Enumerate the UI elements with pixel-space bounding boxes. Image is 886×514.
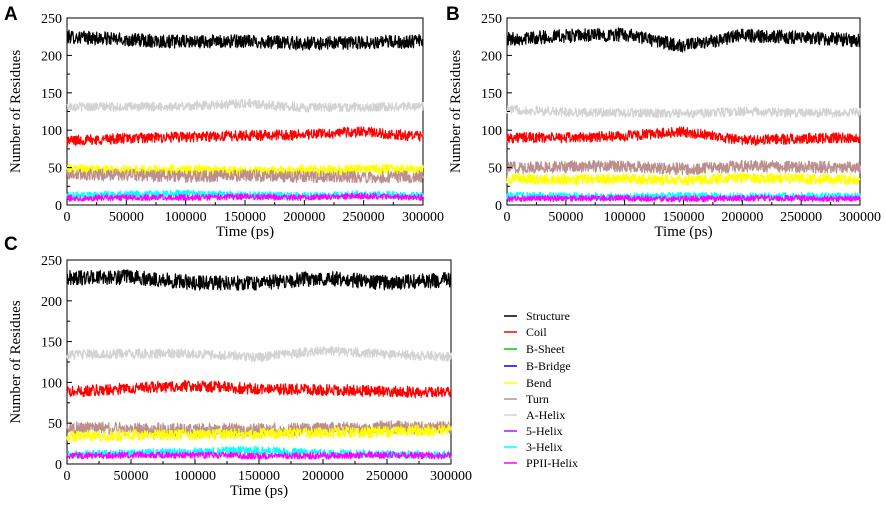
- x-tick-label-a: 250000: [343, 210, 385, 225]
- series-3-helix-c: [66, 445, 452, 460]
- legend-label-b-bridge: B-Bridge: [526, 359, 571, 373]
- x-tick-label-b: 50000: [548, 210, 583, 225]
- legend-item-5-helix: 5-Helix: [504, 424, 563, 438]
- panel-label-b: B: [446, 4, 460, 25]
- x-tick-label-b: 150000: [663, 210, 705, 225]
- x-axis-title-c: Time (ps): [230, 483, 288, 499]
- series-turn-b: [506, 159, 861, 176]
- series-turn-c: [66, 420, 452, 437]
- series-ppii-helix-c: [66, 451, 452, 460]
- legend-item-b-bridge: B-Bridge: [504, 359, 571, 373]
- legend-label-coil: Coil: [526, 325, 547, 339]
- series-a-helix-b: [506, 104, 861, 119]
- y-tick-label-b: 150: [481, 87, 502, 102]
- y-tick-label-a: 200: [41, 49, 62, 64]
- legend-item-structure: Structure: [504, 309, 570, 323]
- series-turn-a: [66, 168, 424, 184]
- series-coil-a: [66, 126, 424, 146]
- y-tick-label-c: 200: [41, 295, 62, 310]
- y-tick-label-b: 100: [481, 124, 502, 139]
- x-tick-label-a: 300000: [402, 210, 444, 225]
- x-tick-label-a: 100000: [165, 210, 207, 225]
- legend-item-a-helix: A-Helix: [504, 408, 565, 422]
- panel-label-a: A: [4, 4, 18, 25]
- legend-item-3-helix: 3-Helix: [504, 440, 563, 454]
- x-axis-title-a: Time (ps): [216, 224, 274, 240]
- x-tick-label-c: 0: [64, 469, 71, 484]
- legend-item-b-sheet: B-Sheet: [504, 342, 565, 356]
- legend-label-a-helix: A-Helix: [526, 408, 565, 422]
- legend: Structure Coil B-Sheet B-Bridge Bend Tur…: [504, 309, 578, 470]
- legend-label-turn: Turn: [526, 392, 549, 406]
- series-coil-b: [506, 126, 861, 146]
- x-tick-label-a: 150000: [224, 210, 266, 225]
- x-axis-title-b: Time (ps): [654, 224, 712, 240]
- legend-label-ppii-helix: PPII-Helix: [526, 456, 578, 470]
- panel-c: C 0 50 100 150 200 250 0 50000 100000 150000 200000…: [4, 234, 472, 499]
- legend-label-5-helix: 5-Helix: [526, 424, 563, 438]
- panel-label-c: C: [4, 234, 18, 255]
- series-bend-c: [66, 423, 452, 443]
- x-tick-label-c: 300000: [430, 469, 472, 484]
- series-bend-b: [506, 172, 861, 186]
- y-axis-title-a: Number of Residues: [8, 50, 24, 173]
- legend-item-coil: Coil: [504, 325, 547, 339]
- legend-label-b-sheet: B-Sheet: [526, 342, 565, 356]
- series-structure-b: [506, 27, 861, 53]
- x-tick-label-a: 0: [64, 210, 71, 225]
- x-tick-label-c: 150000: [238, 469, 280, 484]
- y-tick-label-b: 50: [488, 162, 502, 177]
- y-tick-label-c: 100: [41, 376, 62, 391]
- panel-a: A 0 50 100 150 200 250 0 50000 100000 150000 200000…: [4, 4, 444, 240]
- legend-label-structure: Structure: [526, 309, 570, 323]
- x-tick-label-c: 50000: [114, 469, 149, 484]
- y-tick-label-a: 0: [55, 199, 62, 214]
- series-coil-c: [66, 379, 452, 399]
- y-tick-label-a: 250: [41, 12, 62, 27]
- legend-item-turn: Turn: [504, 392, 549, 406]
- legend-label-3-helix: 3-Helix: [526, 440, 563, 454]
- series-a-helix-a: [66, 98, 424, 113]
- y-tick-label-c: 250: [41, 254, 62, 269]
- x-tick-label-b: 0: [504, 210, 511, 225]
- legend-item-bend: Bend: [504, 376, 551, 390]
- y-axis-title-c: Number of Residues: [8, 300, 24, 423]
- x-tick-label-c: 100000: [174, 469, 216, 484]
- x-tick-label-b: 100000: [604, 210, 646, 225]
- series-a-helix-c: [66, 346, 452, 363]
- y-tick-label-b: 0: [495, 199, 502, 214]
- x-tick-label-a: 200000: [283, 210, 325, 225]
- y-tick-label-c: 0: [55, 458, 62, 473]
- x-tick-label-b: 200000: [721, 210, 763, 225]
- legend-label-bend: Bend: [526, 376, 551, 390]
- y-tick-label-b: 200: [481, 49, 502, 64]
- y-axis-title-b: Number of Residues: [448, 50, 464, 173]
- y-tick-label-a: 50: [48, 162, 62, 177]
- x-tick-label-b: 300000: [839, 210, 881, 225]
- series-structure-c: [66, 269, 452, 291]
- x-tick-label-c: 200000: [302, 469, 344, 484]
- x-tick-label-b: 250000: [780, 210, 822, 225]
- series-structure-a: [66, 29, 424, 51]
- x-tick-label-a: 50000: [109, 210, 144, 225]
- y-tick-label-a: 150: [41, 87, 62, 102]
- panel-b: B 0 50 100 150 200 250 0 50000 100000 150000 200000…: [446, 4, 881, 240]
- y-tick-label-c: 150: [41, 336, 62, 351]
- x-tick-label-c: 250000: [366, 469, 408, 484]
- y-tick-label-a: 100: [41, 124, 62, 139]
- legend-item-ppii-helix: PPII-Helix: [504, 456, 578, 470]
- y-tick-label-b: 250: [481, 12, 502, 27]
- y-tick-label-c: 50: [48, 417, 62, 432]
